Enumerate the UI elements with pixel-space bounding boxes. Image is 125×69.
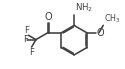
- Text: O: O: [97, 28, 104, 38]
- Text: CH$_3$: CH$_3$: [104, 12, 120, 25]
- Text: F: F: [24, 26, 29, 35]
- Text: NH$_2$: NH$_2$: [75, 1, 93, 14]
- Text: F: F: [29, 48, 34, 57]
- Text: F: F: [23, 35, 28, 44]
- Text: O: O: [44, 12, 52, 22]
